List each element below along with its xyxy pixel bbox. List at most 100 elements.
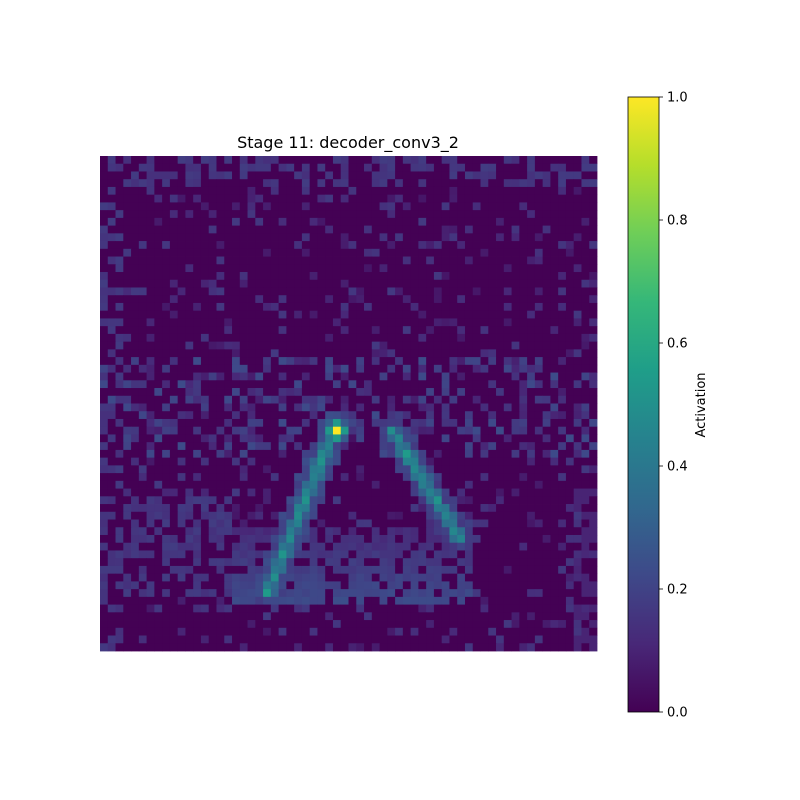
heatmap-cell xyxy=(418,418,427,428)
heatmap-cell xyxy=(294,581,303,590)
heatmap-cell xyxy=(410,426,419,435)
heatmap-cell xyxy=(247,627,256,636)
heatmap-cell xyxy=(410,565,419,575)
heatmap-cell xyxy=(301,534,311,544)
heatmap-cell xyxy=(433,364,443,373)
heatmap-cell xyxy=(395,217,404,227)
heatmap-cell xyxy=(348,388,357,397)
heatmap-cell xyxy=(177,333,186,343)
heatmap-cell xyxy=(301,403,311,412)
heatmap-cell xyxy=(185,202,194,211)
heatmap-cell xyxy=(224,581,233,590)
heatmap-cell xyxy=(301,318,311,327)
heatmap-cell xyxy=(511,380,520,389)
heatmap-cell xyxy=(278,279,287,288)
heatmap-cell xyxy=(527,418,536,428)
heatmap-cell xyxy=(379,442,388,451)
heatmap-cell xyxy=(348,194,357,203)
heatmap-cell xyxy=(519,534,528,544)
heatmap-cell xyxy=(162,627,171,636)
heatmap-cell xyxy=(131,635,140,644)
heatmap-cell xyxy=(496,395,505,404)
heatmap-cell xyxy=(457,473,466,482)
heatmap-cell xyxy=(364,349,373,358)
heatmap-cell xyxy=(402,558,412,567)
heatmap-cell xyxy=(309,480,318,489)
heatmap-cell xyxy=(107,573,116,582)
heatmap-cell xyxy=(162,480,171,489)
heatmap-cell xyxy=(503,620,512,629)
heatmap-cell xyxy=(511,302,520,312)
heatmap-cell xyxy=(224,558,233,567)
heatmap-cell xyxy=(123,310,132,319)
heatmap-cell xyxy=(224,534,233,544)
heatmap-cell xyxy=(340,225,349,234)
heatmap-cell xyxy=(527,643,536,652)
heatmap-cell xyxy=(534,341,544,350)
heatmap-cell xyxy=(317,264,326,273)
heatmap-cell xyxy=(232,179,241,188)
heatmap-cell xyxy=(263,395,272,404)
heatmap-cell xyxy=(472,442,481,451)
heatmap-cell xyxy=(232,264,241,273)
heatmap-cell xyxy=(162,225,171,234)
heatmap-cell xyxy=(356,620,365,629)
heatmap-cell xyxy=(550,550,559,559)
heatmap-cell xyxy=(208,171,217,180)
heatmap-cell xyxy=(263,171,272,180)
heatmap-cell xyxy=(332,627,342,636)
heatmap-cell xyxy=(224,357,233,366)
heatmap-cell xyxy=(418,465,427,474)
heatmap-cell xyxy=(239,156,248,165)
heatmap-cell xyxy=(138,194,147,203)
heatmap-cell xyxy=(224,488,233,497)
heatmap-cell xyxy=(371,202,380,211)
heatmap-cell xyxy=(340,550,349,559)
heatmap-cell xyxy=(154,488,163,497)
heatmap-cell xyxy=(138,519,147,528)
heatmap-cell xyxy=(550,163,559,172)
heatmap-cell xyxy=(154,604,163,613)
heatmap-cell xyxy=(348,333,357,343)
heatmap-cell xyxy=(332,179,342,188)
heatmap-cell xyxy=(154,171,163,180)
heatmap-cell xyxy=(224,179,233,188)
heatmap-cell xyxy=(418,511,427,520)
heatmap-cell xyxy=(309,186,318,196)
heatmap-cell xyxy=(309,295,318,304)
heatmap-cell xyxy=(441,643,450,652)
heatmap-cell xyxy=(131,357,140,366)
heatmap-cell xyxy=(379,380,388,389)
heatmap-cell xyxy=(433,395,443,404)
heatmap-cell xyxy=(379,287,388,296)
heatmap-cell xyxy=(395,326,404,335)
heatmap-cell xyxy=(581,504,590,513)
heatmap-cell xyxy=(433,581,443,590)
heatmap-cell xyxy=(379,194,388,203)
heatmap-cell xyxy=(301,241,311,250)
heatmap-cell xyxy=(496,388,505,397)
heatmap-cell xyxy=(511,604,520,613)
heatmap-cell xyxy=(255,565,264,575)
heatmap-cell xyxy=(162,388,171,397)
heatmap-cell xyxy=(100,186,109,196)
heatmap-cell xyxy=(395,194,404,203)
heatmap-cell xyxy=(511,256,520,265)
heatmap-cell xyxy=(565,225,575,234)
heatmap-cell xyxy=(457,156,466,165)
heatmap-cell xyxy=(449,202,458,211)
heatmap-cell xyxy=(565,496,575,505)
heatmap-cell xyxy=(589,457,598,466)
heatmap-cell xyxy=(100,612,109,621)
heatmap-cell xyxy=(177,573,186,582)
heatmap-cell xyxy=(589,349,598,358)
heatmap-cell xyxy=(379,473,388,482)
heatmap-cell xyxy=(185,295,194,304)
heatmap-cell xyxy=(426,434,435,443)
heatmap-cell xyxy=(138,434,147,443)
heatmap-cell xyxy=(534,581,544,590)
heatmap-cell xyxy=(565,186,575,196)
heatmap-cell xyxy=(348,217,357,227)
heatmap-cell xyxy=(247,194,256,203)
heatmap-cell xyxy=(123,434,132,443)
